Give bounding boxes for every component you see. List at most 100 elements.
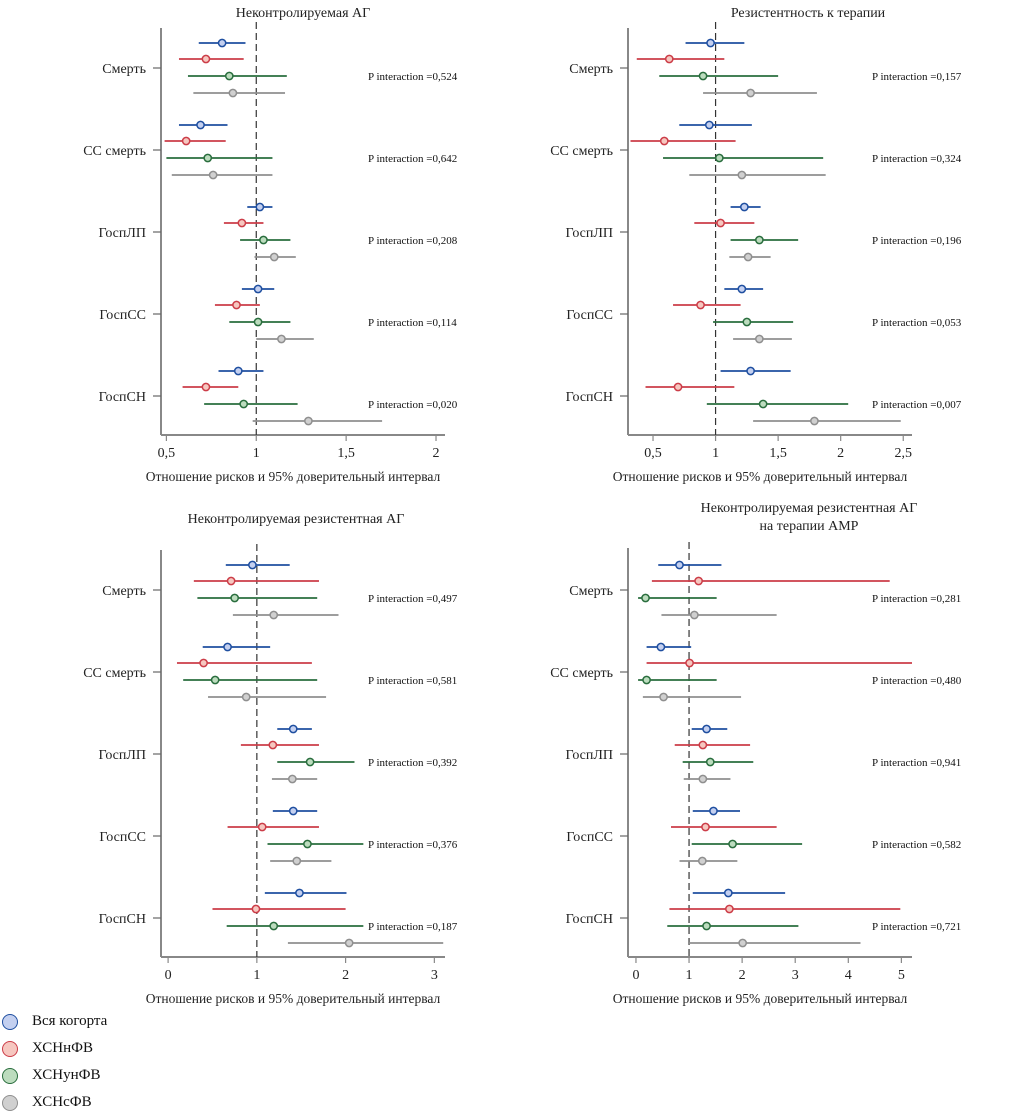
p-interaction-label: P interaction =0,480 [872,675,962,687]
hazard-ratio-point [223,642,232,652]
hazard-ratio-point [746,366,755,376]
hazard-ratio-point [268,740,278,750]
hazard-ratio-point [758,399,768,409]
x-tick-label: 0 [632,968,639,983]
forest-panel-3: Неконтролируемая резистентная АГ 0 1 2 3 Отно… [83,512,457,1006]
hazard-ratio-point [698,740,708,750]
hazard-ratio-point [716,218,725,228]
hazard-ratio-point [253,317,263,327]
hazard-ratio-point [224,71,234,81]
hazard-ratio-point [201,54,211,64]
hazard-ratio-point [233,366,243,376]
hazard-ratio-point [208,170,218,180]
x-tick-label: 2 [739,968,746,983]
hazard-ratio-point [697,856,707,866]
category-label: СС смерть [83,666,146,681]
hazard-ratio-point [702,921,711,931]
legend-item-all-cohort: Вся когорта [0,1008,107,1035]
legend-marker-icon [2,1013,18,1030]
panel-title: Неконтролируемая резистентная АГ [188,512,405,527]
category-label: СС смерть [550,666,613,681]
x-tick-label: 0,5 [644,446,662,461]
panel-subtitle: на терапии АМР [760,519,859,534]
hazard-ratio-point [181,136,191,146]
legend-label: ХСНунФВ [32,1067,101,1083]
x-tick-label: 1 [712,446,719,461]
category-label: Смерть [102,584,146,599]
hazard-ratio-point [723,888,733,898]
x-tick-label: 5 [898,968,905,983]
hazard-ratio-point [288,774,297,784]
hazard-ratio-point [248,560,257,570]
hazard-ratio-point [642,675,651,685]
p-interaction-label: P interaction =0,114 [368,317,457,329]
hazard-ratio-point [210,675,220,685]
hazard-ratio-point [696,300,705,310]
category-label: СС смерть [83,144,146,159]
hazard-ratio-point [288,724,298,734]
legend-label: ХСНнФВ [32,1040,93,1056]
hazard-ratio-point [675,560,684,570]
category-label: Смерть [102,62,146,77]
legend-marker-icon [2,1094,18,1111]
hazard-ratio-point [742,317,752,327]
p-interaction-label: P interaction =0,524 [368,71,458,83]
category-label: ГоспСС [99,308,146,323]
hazard-ratio-point [698,774,708,784]
panel-title: Резистентность к терапии [731,6,886,21]
hazard-ratio-point [690,610,699,620]
hazard-ratio-point [755,334,764,344]
p-interaction-label: P interaction =0,642 [368,153,457,165]
p-interaction-label: P interaction =0,392 [368,757,457,769]
hazard-ratio-point [755,235,764,245]
category-label: ГоспСН [566,912,613,927]
p-interaction-label: P interaction =0,208 [368,235,458,247]
legend-marker-icon [2,1040,18,1057]
p-interaction-label: P interaction =0,941 [872,757,961,769]
hazard-ratio-point [714,153,724,163]
hazard-ratio-point [694,576,703,586]
category-label: ГоспЛП [565,226,613,241]
hazard-ratio-point [203,153,213,163]
x-tick-label: 2 [433,446,440,461]
hazard-ratio-point [269,921,279,931]
category-label: ГоспЛП [98,748,146,763]
p-interaction-label: P interaction =0,582 [872,839,961,851]
legend-item-hfref: ХСНнФВ [0,1035,107,1062]
p-interaction-label: P interaction =0,020 [368,399,458,411]
x-tick-label: 2,5 [894,446,912,461]
hazard-ratio-point [738,938,748,948]
category-label: ГоспСС [566,308,613,323]
hazard-ratio-point [743,252,753,262]
p-interaction-label: P interaction =0,053 [872,317,962,329]
hazard-ratio-point [685,658,694,668]
category-label: Смерть [569,62,613,77]
x-tick-label: 1 [686,968,693,983]
hazard-ratio-point [659,136,669,146]
hazard-ratio-point [737,284,747,294]
forest-panel-2: Резистентность к терапии 0,5 1 1,5 2 2,5 Отнош… [550,6,961,484]
hazard-ratio-point [230,593,240,603]
hazard-ratio-point [305,757,315,767]
hazard-ratio-point [737,170,747,180]
hazard-ratio-point [641,593,650,603]
hazard-ratio-point [228,88,238,98]
hazard-ratio-point [709,806,718,816]
hazard-ratio-point [255,202,265,212]
x-tick-label: 3 [431,968,438,983]
x-tick-label: 2 [837,446,844,461]
category-label: ГоспСН [99,390,146,405]
x-tick-label: 3 [792,968,799,983]
hazard-ratio-point [288,806,298,816]
hazard-ratio-point [656,642,666,652]
x-axis-label: Отношение рисков и 95% доверительный инт… [146,991,441,1006]
p-interaction-label: P interaction =0,007 [872,399,962,411]
hazard-ratio-point [239,399,249,409]
forest-panel-1: Неконтролируемая АГ 0,5 1 1,5 2 Отношение рис… [83,6,457,484]
x-tick-label: 0,5 [158,446,176,461]
hazard-ratio-point [257,822,267,832]
hazard-ratio-point [277,334,286,344]
p-interaction-label: P interaction =0,281 [872,593,961,605]
legend-label: ХСНсФВ [32,1094,92,1110]
category-label: ГоспЛП [98,226,146,241]
